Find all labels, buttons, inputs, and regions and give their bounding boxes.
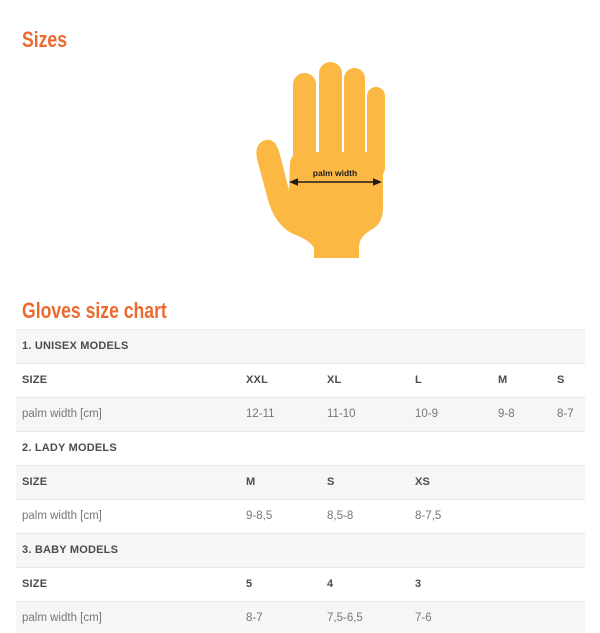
empty-cell (551, 499, 585, 534)
row-label: palm width [cm] (16, 601, 240, 633)
empty-cell (551, 567, 585, 602)
empty-cell (551, 465, 585, 500)
column-header: SIZE (16, 465, 240, 500)
column-header: XXL (240, 363, 321, 398)
palm-width-label: palm width (313, 168, 357, 178)
empty-cell (492, 499, 551, 534)
cell-value: 11-10 (321, 397, 409, 432)
section-title: 3. BABY MODELS (16, 533, 585, 568)
section-title-row-baby: 3. BABY MODELS (16, 533, 585, 568)
section-title-row-lady: 2. LADY MODELS (16, 431, 585, 466)
cell-value: 8-7 (551, 397, 585, 432)
column-header: SIZE (16, 567, 240, 602)
header-row-unisex: SIZE XXL XL L M S (16, 363, 585, 398)
column-header: XS (409, 465, 492, 500)
column-header: 4 (321, 567, 409, 602)
cell-value: 8-7,5 (409, 499, 492, 534)
cell-value: 7-6 (409, 601, 492, 633)
empty-cell (551, 601, 585, 633)
hand-index-finger (293, 73, 316, 173)
column-header: M (492, 363, 551, 398)
cell-value: 10-9 (409, 397, 492, 432)
column-header: XL (321, 363, 409, 398)
column-header: M (240, 465, 321, 500)
header-row-baby: SIZE 5 4 3 (16, 567, 585, 602)
section-title-row-unisex: 1. UNISEX MODELS (16, 329, 585, 364)
cell-value: 12-11 (240, 397, 321, 432)
header-row-lady: SIZE M S XS (16, 465, 585, 500)
column-header: S (551, 363, 585, 398)
empty-cell (492, 567, 551, 602)
column-header: SIZE (16, 363, 240, 398)
cell-value: 8-7 (240, 601, 321, 633)
cell-value: 7,5-6,5 (321, 601, 409, 633)
section-title: 2. LADY MODELS (16, 431, 585, 466)
hand-figure: palm width (256, 62, 385, 258)
data-row-baby: palm width [cm] 8-7 7,5-6,5 7-6 (16, 601, 585, 633)
size-chart-heading: Gloves size chart (22, 298, 167, 323)
cell-value: 8,5-8 (321, 499, 409, 534)
cell-value: 9-8,5 (240, 499, 321, 534)
cell-value: 9-8 (492, 397, 551, 432)
row-label: palm width [cm] (16, 397, 240, 432)
page-title: Sizes (22, 27, 68, 52)
column-header: 3 (409, 567, 492, 602)
column-header: L (409, 363, 492, 398)
row-label: palm width [cm] (16, 499, 240, 534)
data-row-unisex: palm width [cm] 12-11 11-10 10-9 9-8 8-7 (16, 397, 585, 432)
palm-width-arrow (289, 178, 382, 186)
column-header: S (321, 465, 409, 500)
empty-cell (492, 465, 551, 500)
gloves-size-table: 1. UNISEX MODELS SIZE XXL XL L M S palm … (16, 329, 585, 633)
column-header: 5 (240, 567, 321, 602)
hand-middle-finger (319, 62, 342, 172)
hand-pinky-finger (367, 87, 385, 177)
empty-cell (492, 601, 551, 633)
hand-ring-finger (344, 68, 365, 173)
section-title: 1. UNISEX MODELS (16, 329, 585, 364)
data-row-lady: palm width [cm] 9-8,5 8,5-8 8-7,5 (16, 499, 585, 534)
